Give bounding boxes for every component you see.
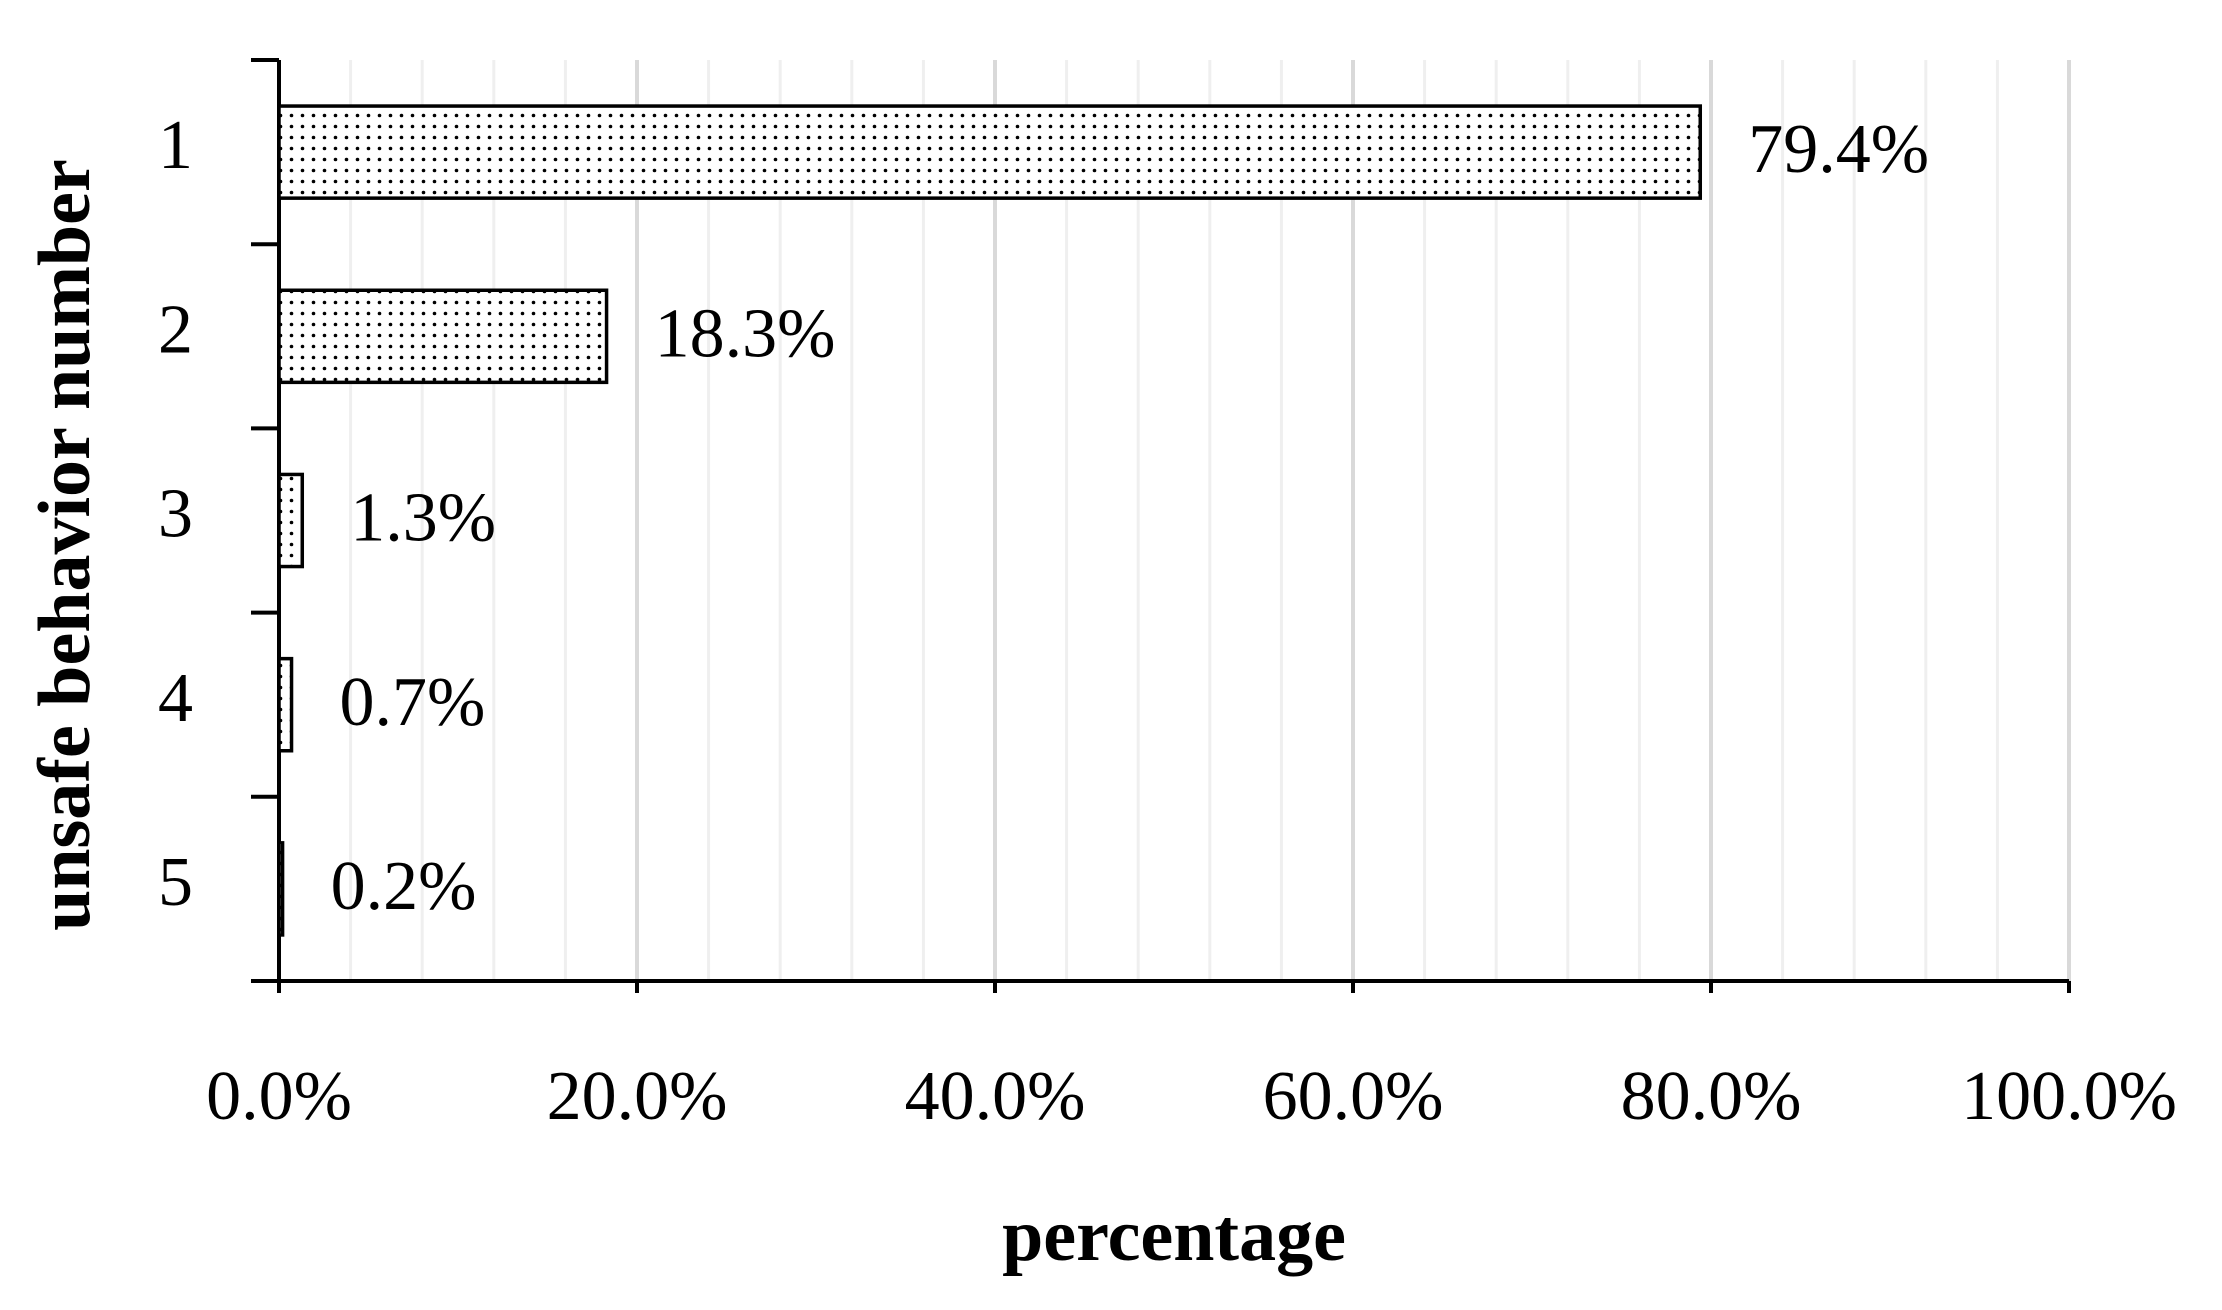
x-tick-label: 100.0% bbox=[1961, 1058, 2177, 1135]
bar bbox=[277, 841, 285, 937]
y-axis-title: unsafe behavior number bbox=[24, 159, 106, 931]
value-label: 0.7% bbox=[340, 664, 486, 741]
bar bbox=[277, 104, 1703, 200]
y-tick-label: 4 bbox=[158, 660, 193, 737]
y-tick-label: 1 bbox=[158, 107, 193, 184]
bar bbox=[277, 288, 609, 385]
value-label: 0.2% bbox=[331, 848, 477, 925]
x-tick-label: 20.0% bbox=[547, 1058, 728, 1135]
bar bbox=[277, 656, 294, 753]
x-tick-label: 0.0% bbox=[206, 1058, 352, 1135]
value-label: 18.3% bbox=[655, 295, 836, 372]
y-tick-label: 2 bbox=[158, 291, 193, 368]
bar bbox=[277, 472, 305, 569]
value-label: 1.3% bbox=[350, 480, 496, 557]
x-axis-title: percentage bbox=[1002, 1195, 1346, 1277]
x-tick-label: 40.0% bbox=[905, 1058, 1086, 1135]
grid bbox=[349, 60, 2071, 981]
x-tick-label: 60.0% bbox=[1263, 1058, 1444, 1135]
value-label: 79.4% bbox=[1748, 111, 1929, 188]
y-tick-label: 3 bbox=[158, 476, 193, 553]
y-tick-label: 5 bbox=[158, 844, 193, 921]
x-tick-label: 80.0% bbox=[1621, 1058, 1802, 1135]
